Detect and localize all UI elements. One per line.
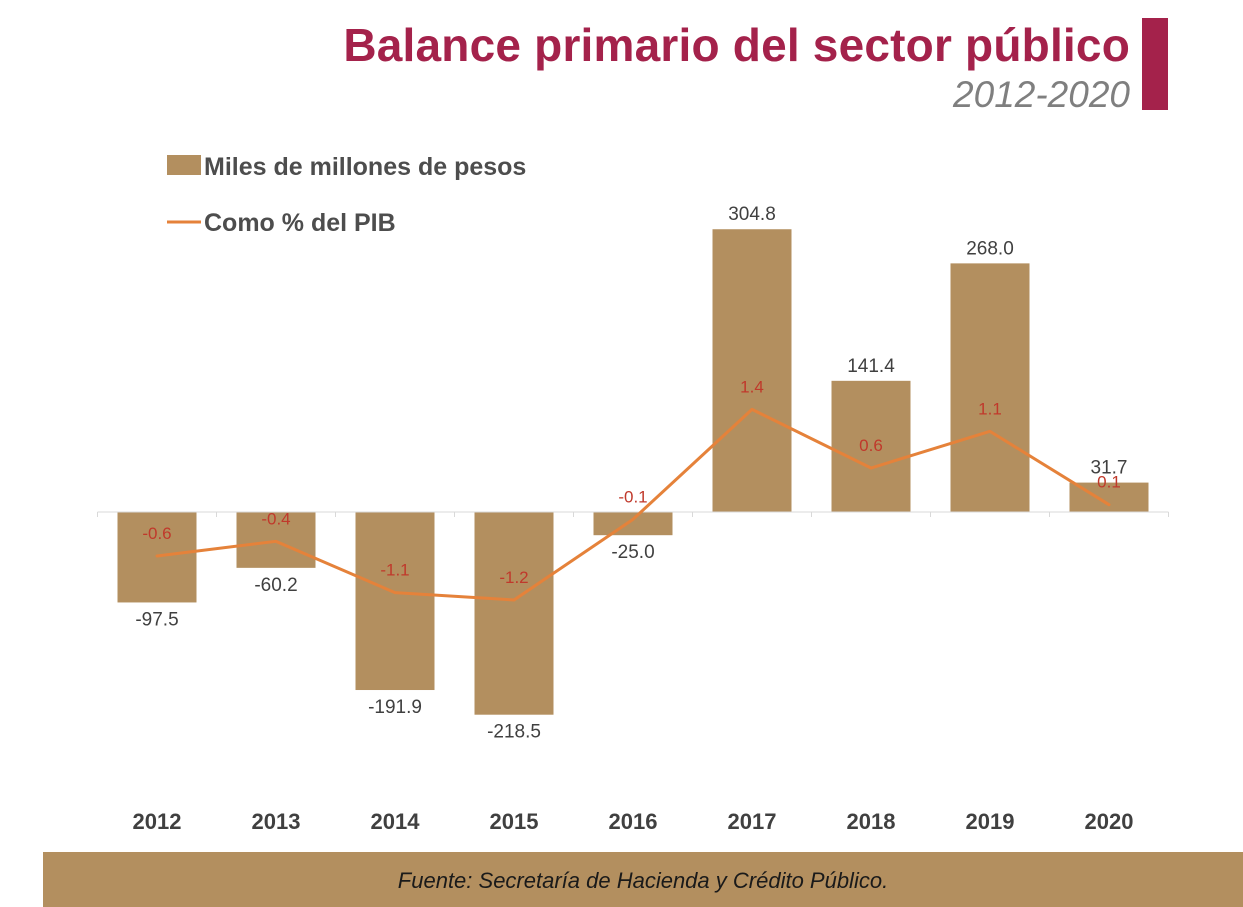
line-label-2014: -1.1 [380, 561, 409, 580]
x-tick-label-2019: 2019 [966, 809, 1015, 834]
bar-2015 [474, 512, 554, 715]
combo-chart: Miles de millones de pesos Como % del PI… [97, 153, 1169, 834]
line-label-2020: 0.1 [1097, 473, 1121, 492]
chart-title: Balance primario del sector público [343, 19, 1130, 71]
x-tick-label-2016: 2016 [609, 809, 658, 834]
line-label-2019: 1.1 [978, 399, 1002, 418]
line-label-2012: -0.6 [142, 524, 171, 543]
x-axis [97, 511, 1169, 517]
x-tick-label-2020: 2020 [1085, 809, 1134, 834]
line-label-2013: -0.4 [261, 509, 290, 528]
x-tick-label-2012: 2012 [133, 809, 182, 834]
x-tick-label-2014: 2014 [371, 809, 421, 834]
x-tick-labels: 2012 2013 2014 2015 2016 2017 2018 2019 2020 [133, 809, 1134, 834]
bar-label-2014: -191.9 [368, 697, 422, 718]
bar-2016 [593, 512, 673, 536]
x-tick-label-2013: 2013 [252, 809, 301, 834]
line-label-2016: -0.1 [618, 487, 647, 506]
bar-2019 [950, 263, 1030, 512]
title-accent-bar [1142, 18, 1168, 110]
legend-label-line: Como % del PIB [204, 209, 396, 237]
bar-label-2018: 141.4 [847, 356, 895, 377]
x-tick-label-2017: 2017 [728, 809, 777, 834]
bar-label-2013: -60.2 [254, 575, 297, 596]
legend-swatch-bars [167, 155, 201, 175]
x-tick-label-2018: 2018 [847, 809, 896, 834]
bar-2014 [355, 512, 435, 691]
line-label-2018: 0.6 [859, 436, 883, 455]
bars [117, 229, 1149, 715]
bar-2018 [831, 380, 911, 512]
source-footer: Fuente: Secretaría de Hacienda y Crédito… [43, 852, 1243, 907]
x-tick-label-2015: 2015 [490, 809, 539, 834]
line-data-labels: -0.6 -0.4 -1.1 -1.2 -0.1 1.4 0.6 1.1 0.1 [142, 377, 1120, 587]
bar-label-2020: 31.7 [1091, 458, 1128, 479]
bar-label-2019: 268.0 [966, 238, 1014, 259]
bar-data-labels: -97.5 -60.2 -191.9 -218.5 -25.0 304.8 141.4 268… [135, 204, 1127, 742]
bar-2017 [712, 229, 792, 512]
legend-label-bars: Miles de millones de pesos [204, 153, 526, 181]
bar-label-2012: -97.5 [135, 609, 178, 630]
bar-label-2016: -25.0 [611, 542, 654, 563]
pib-line-path [155, 407, 1111, 602]
chart-subtitle: 2012-2020 [953, 74, 1130, 115]
bar-label-2017: 304.8 [728, 204, 776, 225]
pib-line [155, 407, 1111, 602]
source-text: Fuente: Secretaría de Hacienda y Crédito… [397, 868, 889, 893]
legend: Miles de millones de pesos Como % del PI… [167, 153, 526, 237]
bar-label-2015: -218.5 [487, 722, 541, 743]
line-label-2017: 1.4 [740, 377, 764, 396]
line-label-2015: -1.2 [499, 568, 528, 587]
